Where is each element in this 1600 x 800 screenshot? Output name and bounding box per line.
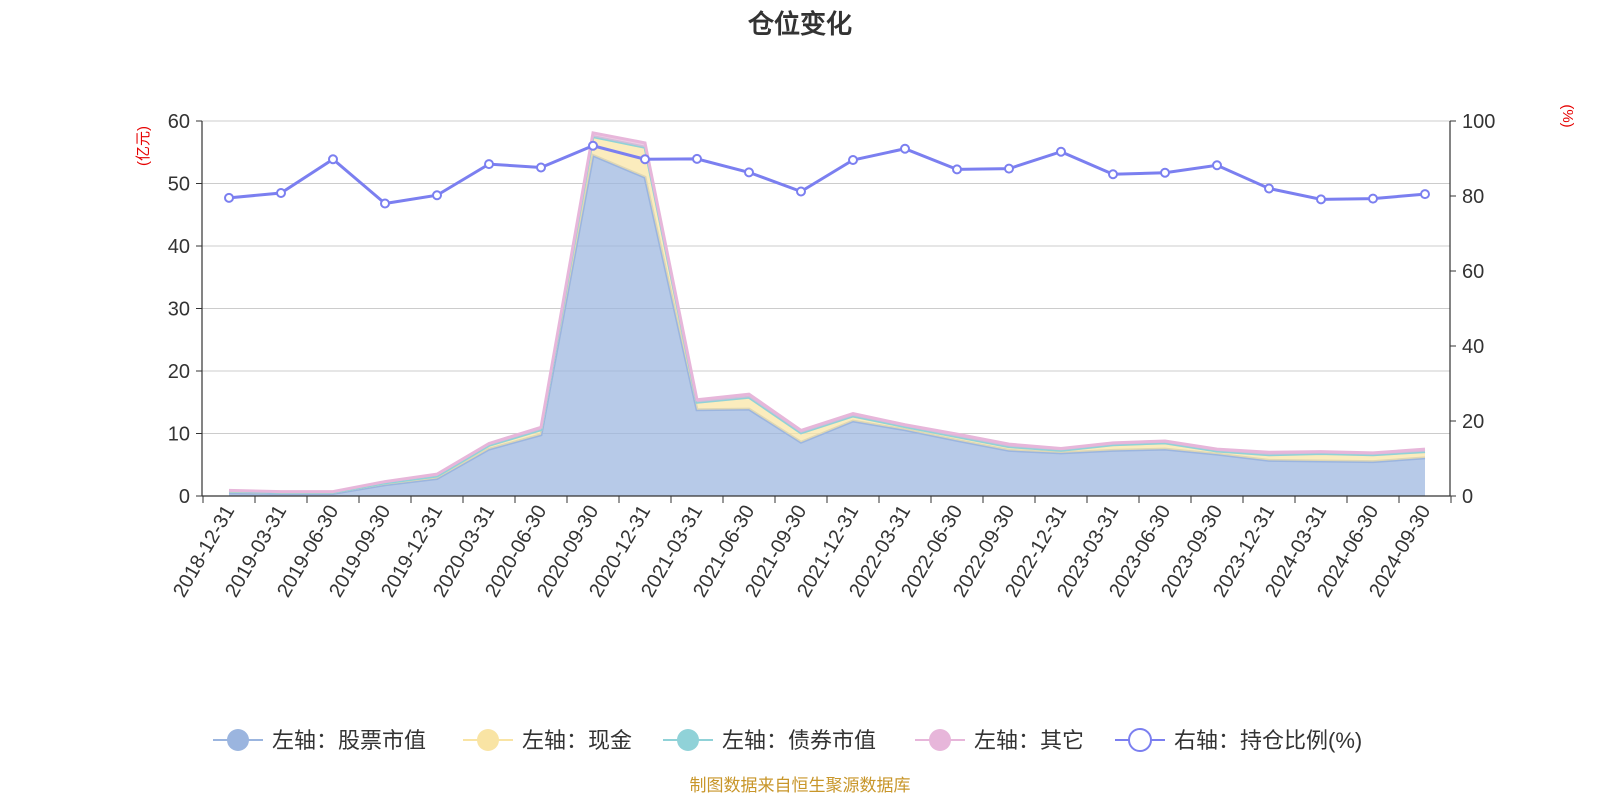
ratio-point (276, 188, 286, 198)
left-tick-label: 50 (168, 174, 190, 196)
legend-label: 左轴：现金 (522, 728, 632, 753)
legend-label: 左轴：股票市值 (272, 728, 426, 753)
ratio-point (1420, 189, 1430, 200)
legend-marker (677, 729, 699, 751)
area-左轴：现金 (229, 136, 1425, 494)
right-tick-label: 100 (1462, 111, 1495, 133)
ratio-point (1368, 193, 1378, 204)
ratio-point (224, 192, 234, 203)
left-tick-label: 0 (179, 486, 190, 508)
ratio-point (1264, 183, 1274, 194)
legend-item[interactable]: 左轴：其它 (915, 728, 1084, 753)
legend-label: 左轴：债券市值 (722, 728, 876, 753)
ratio-point (1004, 163, 1014, 174)
legend-marker (227, 729, 249, 751)
left-tick-label: 60 (168, 111, 190, 133)
left-axis-unit: (亿元) (135, 126, 152, 166)
chart-title: 仓位变化 (747, 9, 852, 39)
stacked-areas (228, 131, 1426, 496)
right-tick-label: 20 (1462, 411, 1484, 433)
left-tick-label: 10 (168, 424, 190, 446)
ratio-point (432, 190, 442, 201)
ratio-line-series (224, 140, 1430, 209)
legend-marker (1128, 728, 1152, 752)
area-edge-左轴：其它 (228, 131, 1426, 494)
area-左轴：股票市值 (229, 155, 1425, 496)
legend-marker (929, 729, 951, 751)
legend-label: 右轴：持仓比例(%) (1174, 728, 1362, 753)
left-tick-label: 40 (168, 236, 190, 258)
right-tick-label: 40 (1462, 336, 1484, 358)
ratio-point (380, 198, 390, 209)
ratio-point (484, 159, 494, 170)
ratio-point (588, 140, 598, 151)
ratio-point (640, 154, 650, 165)
ratio-point (744, 167, 754, 178)
ratio-point (1108, 169, 1118, 180)
left-tick-label: 20 (168, 361, 190, 383)
ratio-point (1056, 146, 1066, 157)
ratio-point (1160, 167, 1170, 178)
ratio-point (692, 153, 702, 164)
ratio-point (1316, 194, 1326, 205)
ratio-point (952, 164, 962, 175)
legend-item[interactable]: 右轴：持仓比例(%) (1115, 728, 1362, 753)
right-tick-label: 80 (1462, 186, 1484, 208)
ratio-point (1212, 160, 1222, 171)
ratio-point (536, 162, 546, 173)
ratio-point (848, 155, 858, 165)
legend[interactable]: 左轴：股票市值 左轴：现金 左轴：债券市值 左轴：其它 右轴：持仓比例(%) (213, 728, 1362, 753)
legend-item[interactable]: 左轴：现金 (463, 728, 632, 753)
ratio-point (796, 186, 806, 197)
source-note: 制图数据来自恒生聚源数据库 (690, 776, 911, 795)
ratio-point (328, 154, 338, 165)
legend-marker (477, 729, 499, 751)
legend-item[interactable]: 左轴：股票市值 (213, 728, 426, 753)
ratio-point (900, 143, 910, 154)
left-tick-label: 30 (168, 299, 190, 321)
right-tick-label: 60 (1462, 261, 1484, 283)
right-axis-unit: (%) (1559, 104, 1576, 127)
legend-item[interactable]: 左轴：债券市值 (663, 728, 876, 753)
axes: 01020304050600204060801002018-12-312019-… (168, 111, 1496, 601)
legend-label: 左轴：其它 (974, 728, 1084, 753)
right-tick-label: 0 (1462, 486, 1473, 508)
grid-lines (202, 120, 1450, 434)
ratio-line (228, 144, 1426, 206)
